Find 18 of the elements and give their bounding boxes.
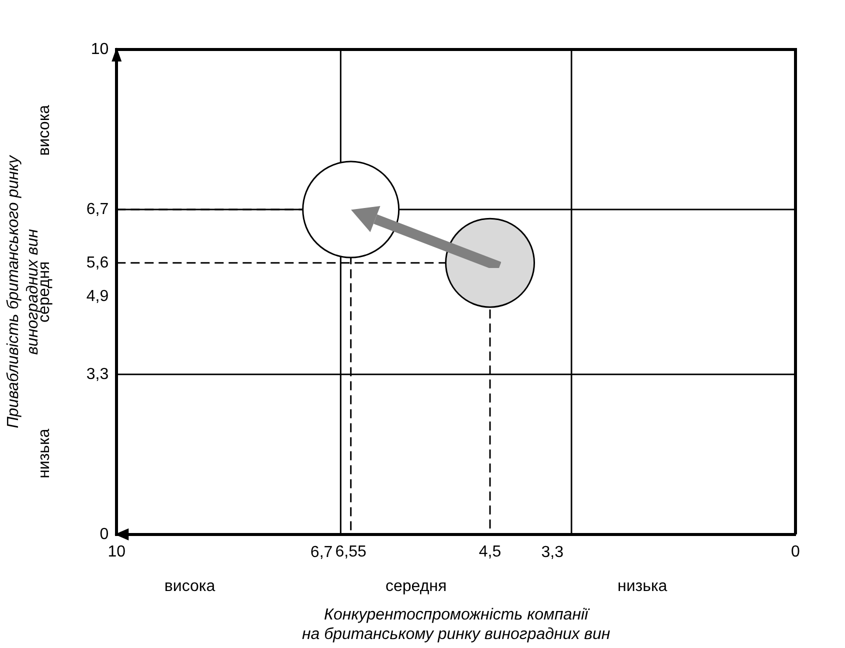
y-tick-label: 4,9 (86, 288, 109, 306)
text: низька (36, 428, 54, 478)
y-tick-label: 10 (90, 40, 109, 58)
text: висока (164, 578, 216, 595)
x-tick-label: 6,55 (335, 543, 367, 560)
text: середня (385, 578, 447, 595)
x-tick-label: 4,5 (478, 543, 502, 560)
x-tick-label: 10 (108, 543, 126, 560)
x-tick-label: 0 (791, 543, 800, 560)
y-tick-label: 5,6 (86, 254, 109, 272)
y-tick-label: 6,7 (86, 200, 109, 218)
text: висока (36, 104, 54, 156)
ref-line-label: 6,7 (310, 544, 333, 561)
y-tick-label: 3,3 (86, 366, 109, 383)
x-axis-title: Конкурентоспроможність компанії на британському ринку виноградних вин (302, 606, 610, 643)
text: низька (618, 578, 668, 595)
ref-line-label: 3,3 (541, 544, 564, 561)
y-tick-label: 0 (100, 526, 109, 543)
